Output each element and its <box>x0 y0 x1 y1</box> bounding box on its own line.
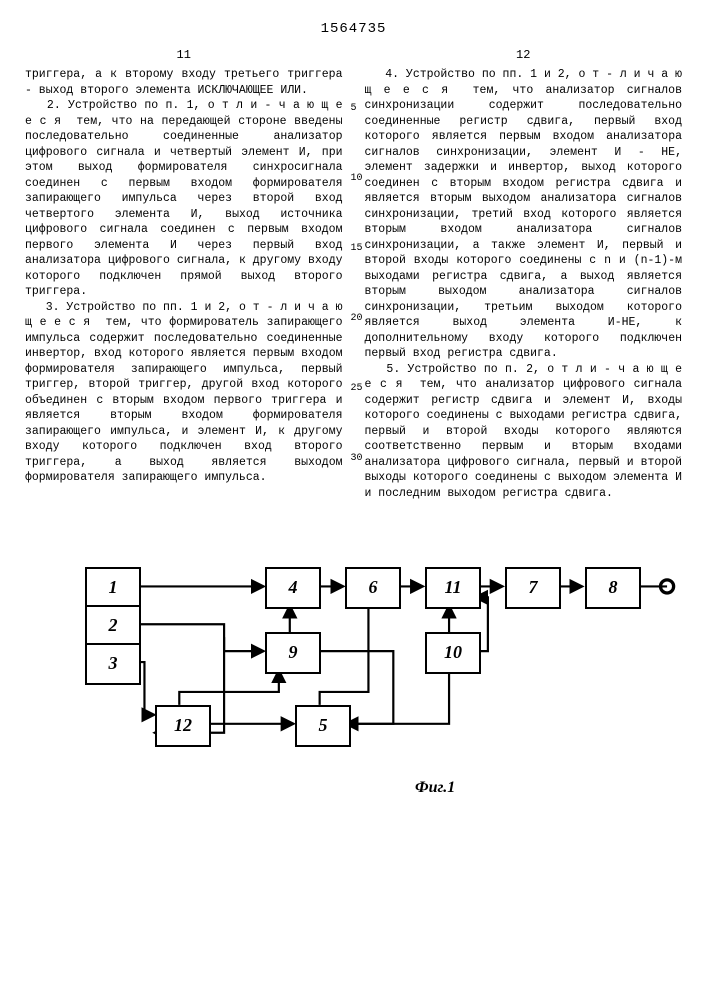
wire <box>179 670 279 705</box>
line-number: 10 <box>351 172 363 186</box>
block-3: 3 <box>85 643 141 685</box>
document-number: 1564735 <box>25 20 682 39</box>
line-number: 20 <box>351 312 363 326</box>
left-column: 11 триггера, а к второму входу третьего … <box>25 47 343 502</box>
left-column-text: триггера, а к второму входу третьего три… <box>25 67 343 486</box>
right-column-text: 4. Устройство по пп. 1 и 2, о т - л и ч … <box>365 67 683 501</box>
block-7: 7 <box>505 567 561 609</box>
block-9: 9 <box>265 632 321 674</box>
figure-1: 123461178910512Фиг.1 <box>25 537 682 817</box>
line-number: 30 <box>351 452 363 466</box>
block-12: 12 <box>155 705 211 747</box>
right-column: 51015202530 12 4. Устройство по пп. 1 и … <box>365 47 683 502</box>
block-4: 4 <box>265 567 321 609</box>
text-columns: 11 триггера, а к второму входу третьего … <box>25 47 682 502</box>
block-8: 8 <box>585 567 641 609</box>
block-1: 1 <box>85 567 141 609</box>
line-number: 25 <box>351 382 363 396</box>
wire <box>136 624 263 651</box>
right-column-number: 12 <box>365 47 683 63</box>
line-number: 15 <box>351 242 363 256</box>
block-10: 10 <box>425 632 481 674</box>
figure-label: Фиг.1 <box>415 777 455 799</box>
block-2: 2 <box>85 605 141 647</box>
left-column-number: 11 <box>25 47 343 63</box>
block-5: 5 <box>295 705 351 747</box>
wire <box>320 595 396 705</box>
block-11: 11 <box>425 567 481 609</box>
block-6: 6 <box>345 567 401 609</box>
line-number: 5 <box>351 102 357 116</box>
wire <box>346 670 450 724</box>
